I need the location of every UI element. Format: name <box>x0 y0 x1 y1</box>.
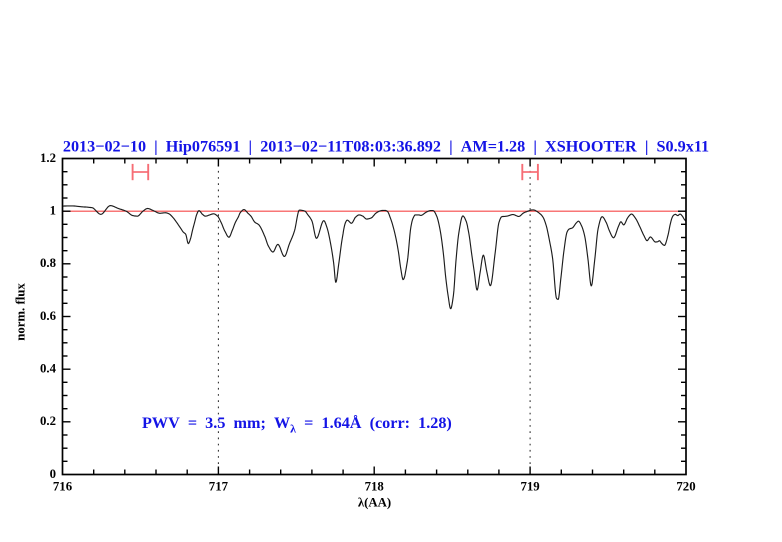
svg-text:λ(AA): λ(AA) <box>358 496 391 510</box>
svg-text:0.6: 0.6 <box>40 309 57 323</box>
svg-text:PWV = 3.5 mm; Wλ = 1.64Å: PWV = 3.5 mm; Wλ = 1.64Å (corr: 1.28) <box>142 414 452 436</box>
svg-text:720: 720 <box>676 480 695 494</box>
svg-text:0.4: 0.4 <box>40 362 57 376</box>
svg-text:1.2: 1.2 <box>40 151 56 165</box>
svg-text:716: 716 <box>53 480 73 494</box>
svg-text:2013−02−10 | Hip076591 | 2: 2013−02−10 | Hip076591 | 2013−02−11T08:0… <box>63 138 709 156</box>
svg-text:0.8: 0.8 <box>40 256 56 270</box>
svg-text:0: 0 <box>50 467 56 481</box>
svg-text:717: 717 <box>209 480 229 494</box>
svg-text:0.2: 0.2 <box>40 414 56 428</box>
svg-text:718: 718 <box>365 480 384 494</box>
svg-text:norm. flux: norm. flux <box>14 283 28 341</box>
svg-text:719: 719 <box>520 480 539 494</box>
svg-text:1: 1 <box>50 204 56 218</box>
